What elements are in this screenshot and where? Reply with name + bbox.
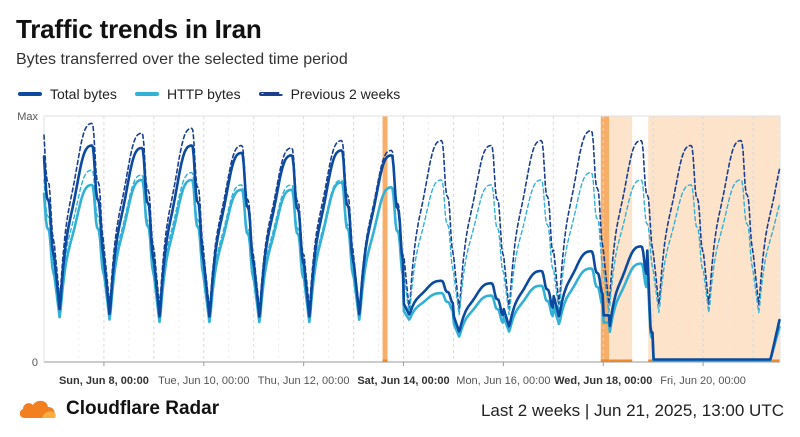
series-previous-http-line bbox=[43, 169, 781, 316]
x-axis: Sun, Jun 8, 00:00 Tue, Jun 10, 00:00 Thu, … bbox=[59, 362, 746, 387]
cloudflare-logo[interactable]: Cloudflare Radar bbox=[16, 398, 219, 420]
legend-label-previous: Previous 2 weeks bbox=[290, 86, 401, 102]
x-tick-label: Fri, Jun 20, 00:00 bbox=[660, 375, 746, 387]
series-lines bbox=[42, 122, 781, 363]
x-tick-label: Sun, Jun 8, 00:00 bbox=[59, 375, 149, 387]
legend-swatch-http bbox=[134, 92, 159, 96]
highlight-region bbox=[382, 116, 388, 362]
highlight-region bbox=[600, 116, 610, 362]
legend-item-previous-2-weeks[interactable]: Previous 2 weeks bbox=[258, 86, 401, 102]
x-tick-label: Sat, Jun 14, 00:00 bbox=[357, 375, 449, 387]
legend-item-http-bytes[interactable]: HTTP bytes bbox=[134, 86, 241, 102]
series-previous-total-line bbox=[43, 122, 781, 310]
x-tick-label: Wed, Jun 18, 00:00 bbox=[554, 375, 652, 387]
legend-swatch-total bbox=[18, 92, 42, 96]
brand-name: Cloudflare Radar bbox=[66, 398, 220, 419]
legend-label-http: HTTP bytes bbox=[166, 86, 241, 102]
chart-title: Traffic trends in Iran bbox=[16, 14, 262, 44]
highlight-region bbox=[648, 116, 780, 362]
time-range-label: Last 2 weeks | Jun 21, 2025, 13:00 UTC bbox=[480, 401, 784, 420]
y-tick-label-max: Max bbox=[17, 111, 38, 123]
x-tick-label: Mon, Jun 16, 00:00 bbox=[456, 375, 550, 387]
cloud-icon bbox=[19, 400, 56, 418]
chart-subtitle: Bytes transferred over the selected time… bbox=[16, 51, 348, 68]
y-axis: 0 Max bbox=[17, 111, 38, 369]
legend-label-total: Total bytes bbox=[50, 86, 117, 102]
chart-legend: Total bytes HTTP bytes Previous 2 weeks bbox=[18, 86, 400, 102]
legend-item-total-bytes[interactable]: Total bytes bbox=[18, 86, 117, 102]
x-tick-label: Thu, Jun 12, 00:00 bbox=[258, 375, 350, 387]
series-total-bytes-line bbox=[42, 144, 781, 361]
legend-swatch-previous bbox=[258, 92, 283, 96]
highlight-regions bbox=[382, 116, 780, 363]
x-tick-label: Tue, Jun 10, 00:00 bbox=[158, 375, 249, 387]
y-tick-label-zero: 0 bbox=[32, 357, 38, 369]
highlight-region bbox=[609, 116, 633, 362]
